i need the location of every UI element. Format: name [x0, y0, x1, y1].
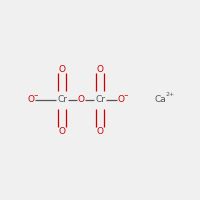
Text: Cr: Cr: [95, 96, 105, 104]
Text: O: O: [118, 96, 124, 104]
Text: Ca: Ca: [154, 96, 166, 104]
Text: 2+: 2+: [165, 92, 175, 97]
Text: O: O: [28, 96, 35, 104]
Text: O: O: [58, 64, 66, 73]
Text: −: −: [124, 92, 128, 98]
Text: −: −: [34, 92, 38, 98]
Text: O: O: [96, 64, 104, 73]
Text: Cr: Cr: [57, 96, 67, 104]
Text: O: O: [58, 127, 66, 136]
Text: O: O: [96, 127, 104, 136]
Text: O: O: [78, 96, 84, 104]
